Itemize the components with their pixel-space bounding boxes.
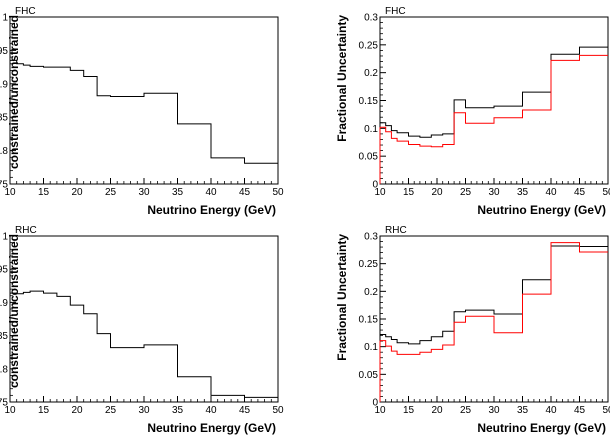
- x-axis-label: Neutrino Energy (GeV): [477, 203, 606, 217]
- x-tick-label: 25: [105, 405, 117, 416]
- x-tick-label: 10: [4, 187, 16, 198]
- x-tick-label: 20: [71, 187, 83, 198]
- y-axis-label: Fractional Uncertainty: [335, 234, 349, 361]
- y-tick-label: 0.9: [0, 79, 8, 90]
- y-tick-label: 0.8: [0, 364, 8, 375]
- x-tick-label: 20: [431, 187, 443, 198]
- y-tick-label: 0.1: [364, 124, 378, 135]
- histogram-series-black: [10, 59, 278, 164]
- x-tick-label: 35: [172, 187, 184, 198]
- x-tick-label: 25: [460, 187, 472, 198]
- plot-panel-3: 10 15 20 25 30 35 40 45 50 0.75 0.8 0.85 0.9 0.95 1 RHC…: [0, 225, 284, 435]
- x-tick-label: 10: [374, 187, 386, 198]
- y-tick-label: 0: [372, 180, 378, 191]
- x-tick-label: 20: [71, 405, 83, 416]
- x-tick-label: 50: [602, 405, 610, 416]
- plot-panel-1: 10 15 20 25 30 35 40 45 50 0.75 0.8 0.85 0.9 0.95 1 FHC…: [0, 6, 284, 217]
- x-axis-label: Neutrino Energy (GeV): [147, 203, 276, 217]
- y-tick-label: 0.05: [359, 152, 379, 163]
- y-tick-label: 0.3: [364, 13, 378, 24]
- x-axis-label: Neutrino Energy (GeV): [147, 421, 276, 435]
- x-tick-label: 40: [205, 405, 217, 416]
- x-tick-label: 35: [517, 405, 529, 416]
- x-tick-label: 30: [488, 187, 500, 198]
- x-tick-label: 35: [517, 187, 529, 198]
- histogram-series-black: [10, 290, 278, 398]
- plot-frame: [9, 235, 279, 403]
- x-tick-label: 50: [272, 405, 284, 416]
- histogram-series-black: [380, 46, 608, 138]
- histogram-series-red: [380, 54, 608, 148]
- y-tick-label: 0.1: [364, 342, 378, 353]
- y-tick-label: 0.25: [359, 40, 379, 51]
- panel-title: FHC: [385, 6, 406, 17]
- panel-title: FHC: [15, 6, 36, 17]
- y-tick-label: 0: [372, 398, 378, 409]
- x-tick-label: 10: [4, 405, 16, 416]
- x-axis-label: Neutrino Energy (GeV): [477, 421, 606, 435]
- histogram-series-black: [380, 245, 608, 345]
- y-tick-label: 0.15: [359, 315, 379, 326]
- y-tick-label: 0.3: [364, 232, 378, 243]
- y-axis-label: Fractional Uncertainty: [335, 15, 349, 142]
- x-tick-label: 35: [172, 405, 184, 416]
- x-tick-label: 15: [403, 405, 415, 416]
- plot-panel-4: 10 15 20 25 30 35 40 45 50 0 0.05 0.1 0.15 0.2 0.25 0.3…: [335, 225, 610, 435]
- y-tick-label: 0.15: [359, 96, 379, 107]
- y-tick-label: 0.25: [359, 259, 379, 270]
- x-tick-label: 10: [374, 405, 386, 416]
- y-tick-label: 0.95: [0, 46, 8, 57]
- panel-title: RHC: [385, 225, 407, 236]
- y-axis-label: constrained/unconstrained: [7, 234, 21, 388]
- y-tick-label: 0.2: [364, 68, 378, 79]
- x-tick-label: 15: [38, 187, 50, 198]
- y-tick-label: 0.85: [0, 331, 8, 342]
- y-tick-label: 0.85: [0, 113, 8, 124]
- x-tick-label: 20: [431, 405, 443, 416]
- y-tick-label: 0.95: [0, 265, 8, 276]
- x-tick-label: 25: [460, 405, 472, 416]
- plot-panel-2: 10 15 20 25 30 35 40 45 50 0 0.05 0.1 0.15 0.2 0.25 0.3…: [335, 6, 610, 217]
- y-tick-label: 0.9: [0, 298, 8, 309]
- y-tick-label: 0.2: [364, 287, 378, 298]
- y-tick-label: 0.05: [359, 370, 379, 381]
- y-tick-label: 0.8: [0, 146, 8, 157]
- x-tick-label: 45: [239, 187, 251, 198]
- x-tick-label: 30: [138, 405, 150, 416]
- x-tick-label: 50: [272, 187, 284, 198]
- x-tick-label: 15: [403, 187, 415, 198]
- x-tick-label: 30: [138, 187, 150, 198]
- x-tick-label: 40: [545, 187, 557, 198]
- y-axis-label: constrained/unconstrained: [7, 15, 21, 169]
- x-tick-label: 45: [574, 405, 586, 416]
- x-tick-label: 30: [488, 405, 500, 416]
- y-tick-label: 1: [2, 13, 8, 24]
- y-tick-label: 0.75: [0, 398, 8, 409]
- x-tick-label: 40: [205, 187, 217, 198]
- panel-title: RHC: [15, 225, 37, 236]
- x-tick-label: 40: [545, 405, 557, 416]
- y-tick-label: 1: [2, 232, 8, 243]
- x-tick-label: 50: [602, 187, 610, 198]
- plot-frame: [379, 16, 609, 185]
- x-tick-label: 25: [105, 187, 117, 198]
- histogram-series-red: [380, 242, 608, 355]
- y-tick-label: 0.75: [0, 180, 8, 191]
- plot-frame: [9, 16, 279, 185]
- x-tick-label: 45: [574, 187, 586, 198]
- x-tick-label: 45: [239, 405, 251, 416]
- x-tick-label: 15: [38, 405, 50, 416]
